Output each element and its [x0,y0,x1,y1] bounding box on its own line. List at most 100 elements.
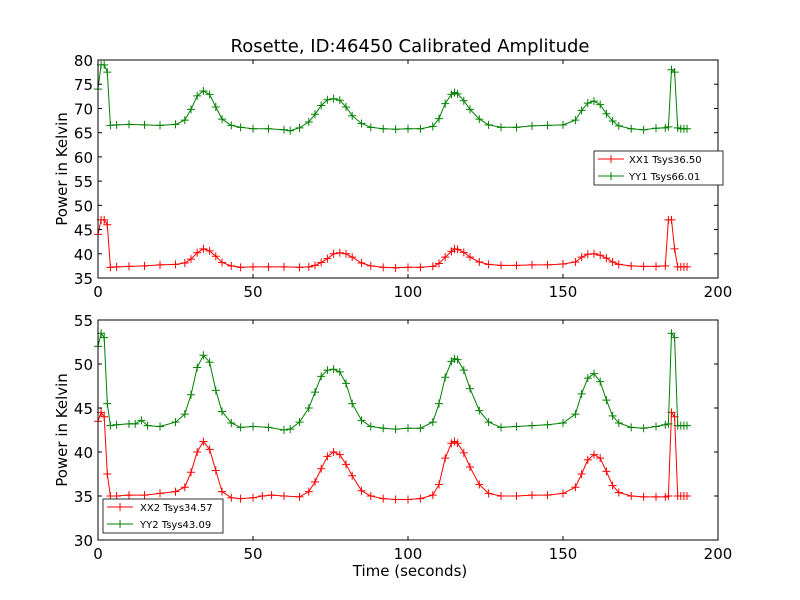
data-point [484,489,493,498]
data-point [348,399,357,408]
data-point [466,253,474,262]
data-point [218,407,226,416]
series-1-0 [94,408,691,504]
y-axis-label-top: Power in Kelvin [53,112,71,226]
data-point [453,355,462,364]
data-point [304,262,313,271]
data-point [140,491,149,500]
legend-box-top [593,150,724,186]
data-point [342,379,350,388]
data-point [683,262,691,271]
data-point [379,494,388,503]
data-point [205,358,214,367]
data-point [280,492,288,500]
data-point [667,215,676,224]
data-point [475,258,484,267]
data-point [571,483,580,492]
legend-top: + XX1 Tsys36.50 + YY1 Tsys66.01 [593,150,724,186]
y-tick-label: 80 [74,52,93,70]
data-point [280,426,288,434]
data-point [416,124,425,133]
data-point [543,121,552,130]
data-point [218,115,226,124]
data-point [428,122,437,131]
data-point [627,261,636,270]
x-tick-label: 150 [549,283,578,301]
y-ticks-bottom: 30 35 40 45 50 55 [74,312,718,550]
data-point [512,422,521,431]
data-point [670,244,679,253]
data-point [335,450,344,459]
data-point [614,418,623,427]
data-point [497,123,505,132]
x-tick-label: 150 [549,545,578,563]
data-point [342,460,350,469]
data-point [264,124,273,133]
data-point [404,124,412,133]
data-point [475,115,484,124]
data-point [559,120,567,129]
x-ticks-bottom: 0 50 100 150 200 [93,320,732,563]
data-point [543,260,552,269]
data-point [639,262,648,271]
data-point [304,118,313,127]
data-point [199,87,208,96]
data-point [441,373,450,382]
data-point [125,120,133,129]
data-point [428,491,437,500]
data-point [466,384,474,393]
data-point [100,215,109,224]
data-point [366,261,375,270]
data-point [652,124,660,133]
data-point [140,261,149,270]
data-point [348,471,357,480]
data-point [187,390,195,399]
data-point [664,122,673,131]
data-point [180,483,189,492]
data-point [596,377,605,386]
data-point [528,491,536,500]
y-tick-label: 50 [74,197,93,215]
data-point [366,123,375,132]
data-point [264,262,273,271]
data-point [404,424,412,433]
data-point [571,258,580,267]
data-point [171,418,180,427]
y-tick-label: 45 [74,222,93,240]
data-point [664,492,673,500]
data-point [614,488,623,497]
data-point [602,467,611,476]
data-point [205,90,214,99]
data-point [280,262,288,271]
data-point [459,248,468,257]
data-point [187,105,195,114]
data-point [559,259,567,268]
data-point [379,124,388,133]
data-point [435,259,443,268]
data-point [602,109,611,118]
data-point [171,487,180,496]
data-point [453,245,462,254]
y-tick-label: 40 [74,246,93,264]
data-point [441,454,450,463]
data-point [156,121,164,130]
x-tick-label: 100 [394,545,423,563]
data-point [497,492,505,500]
data-point [211,466,220,475]
data-point [453,89,462,98]
data-point [311,261,319,270]
data-point [180,410,189,419]
y-tick-label: 30 [74,532,93,550]
data-point [484,418,493,427]
chart-title: Rosette, ID:46450 Calibrated Amplitude [231,36,590,57]
data-point [317,101,326,110]
data-point [683,421,691,430]
data-point [193,91,202,100]
data-point [335,248,344,257]
data-point [435,480,443,489]
data-point [199,437,208,446]
data-point [559,418,567,427]
data-point [249,262,257,271]
data-point [125,262,133,271]
